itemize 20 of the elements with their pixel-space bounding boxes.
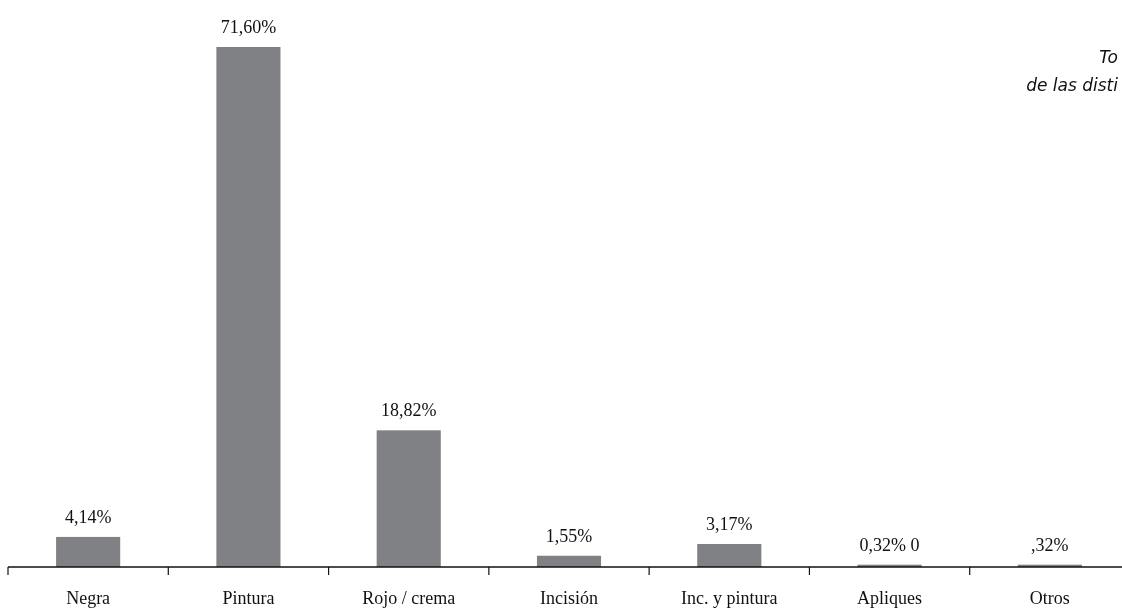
data-label: ,32%: [1031, 534, 1069, 555]
data-label: 4,14%: [64, 506, 112, 527]
x-tick-label: Rojo / crema: [362, 588, 456, 608]
x-tick-label: Apliques: [857, 588, 923, 608]
data-label: 18,82%: [380, 400, 437, 421]
bar: [216, 47, 281, 567]
data-label: 1,55%: [545, 525, 593, 546]
bar: [376, 430, 441, 567]
data-label: 71,60%: [220, 17, 277, 37]
x-tick-label: Pintura: [222, 588, 275, 608]
x-tick-label: Negra: [66, 588, 111, 608]
data-label: 3,17%: [706, 513, 753, 534]
x-tick-label: Inc. y pintura: [681, 588, 778, 608]
x-tick-label: Incisión: [540, 588, 598, 608]
bar: [697, 543, 762, 567]
data-label: 0,32% 0: [859, 534, 920, 555]
chart-title: To: [1099, 47, 1118, 67]
bar: [56, 536, 121, 567]
x-tick-label: Otros: [1029, 588, 1070, 608]
text: de las disti: [1026, 75, 1119, 95]
